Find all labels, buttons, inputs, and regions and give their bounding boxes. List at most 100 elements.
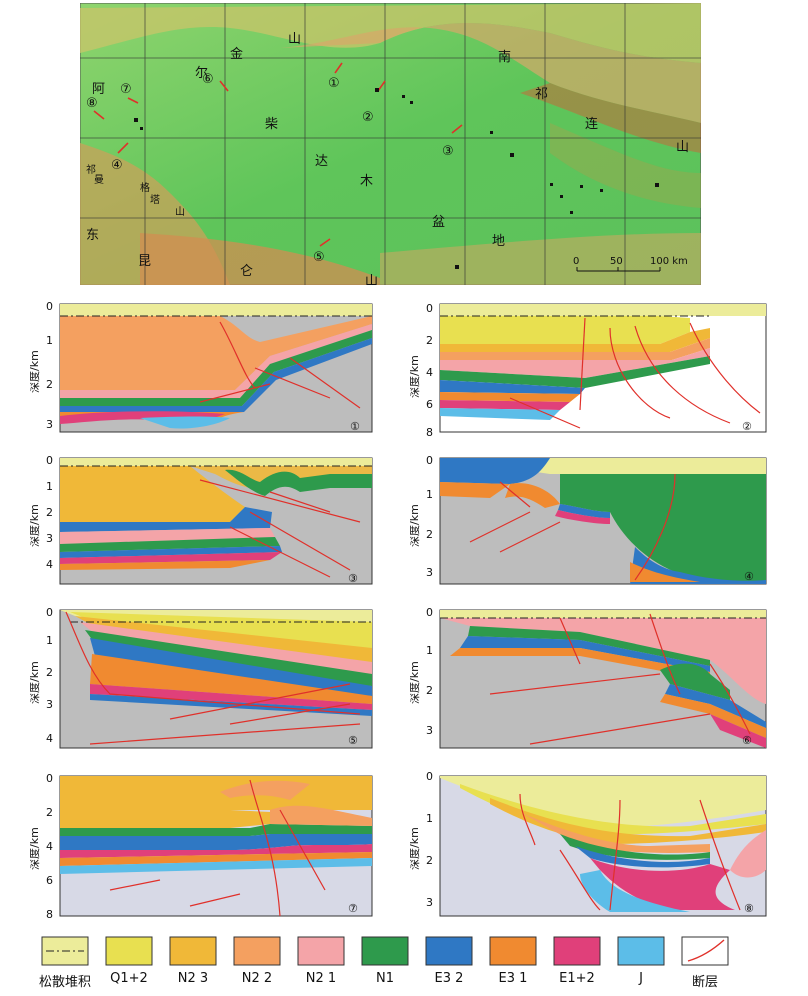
section-7-svg: 0 2 4 6 8 ⑦ 深度/km <box>27 772 373 921</box>
map-label-14: 昆 <box>138 254 151 269</box>
section-4-tick-1: 1 <box>426 488 433 501</box>
section-8-tick-0: 0 <box>426 770 433 783</box>
map-label-21: 山 <box>175 206 185 218</box>
section-6-axis-title: 深度/km <box>410 661 421 704</box>
map-label-12: 山 <box>676 140 689 155</box>
section-8-tick-1: 1 <box>426 812 433 825</box>
map-label-10: 祁 <box>535 87 548 102</box>
legend: 松散堆积 Q1+2 N2 3 N2 2 N2 1 N1 E3 2 E3 1 E1+2 J 断层 <box>32 935 792 990</box>
section-3-axis-title: 深度/km <box>30 504 41 547</box>
legend-swatches <box>41 936 729 966</box>
section-2-tick-0: 0 <box>426 302 433 315</box>
section-8-id: ⑧ <box>744 902 754 915</box>
legend-swatch-3 <box>233 936 281 966</box>
section-3-tick-0: 0 <box>46 454 53 467</box>
section-7-tick-0: 0 <box>46 772 53 785</box>
map-label-3: 阿 <box>92 82 105 97</box>
section-5-tick-4: 4 <box>46 732 53 745</box>
section-6-panel: 0 1 2 3 ⑥ 深度/km <box>407 604 770 754</box>
section-3-tick-4: 4 <box>46 558 53 571</box>
scale-mid: 50 <box>610 256 623 267</box>
section-6-tick-3: 3 <box>426 724 433 737</box>
map-marker-0: ① <box>328 76 340 91</box>
section-5-tick-0: 0 <box>46 606 53 619</box>
scale-end: 100 km <box>650 256 688 267</box>
section-3-id: ③ <box>348 572 358 585</box>
section-7-axis-title: 深度/km <box>30 827 41 870</box>
section-3-tick-1: 1 <box>46 480 53 493</box>
map-label-18: 曼 <box>94 174 104 186</box>
section-7-panel: 0 2 4 6 8 ⑦ 深度/km <box>27 770 378 922</box>
map-marker-4: ⑤ <box>313 250 325 265</box>
section-3-svg: 0 1 2 3 4 ③ 深度/km <box>27 454 373 585</box>
section-5-id: ⑤ <box>348 734 358 747</box>
map-label-15: 仑 <box>240 264 253 279</box>
section-4-svg: 0 1 2 3 ④ 深度/km <box>407 454 767 585</box>
section-1-axis-title: 深度/km <box>30 350 41 393</box>
map-marker-6: ⑦ <box>120 82 132 97</box>
section-6-tick-2: 2 <box>426 684 433 697</box>
section-4-tick-3: 3 <box>426 566 433 579</box>
section-8-svg: 0 1 2 3 ⑧ 深度/km <box>407 770 767 917</box>
section-4-tick-2: 2 <box>426 528 433 541</box>
map-label-1: 金 <box>230 46 243 62</box>
section-2-axis-title: 深度/km <box>410 355 421 398</box>
section-8-axis-title: 深度/km <box>410 827 421 870</box>
section-8-tick-2: 2 <box>426 854 433 867</box>
map-label-13: 东 <box>86 228 99 243</box>
section-6-id: ⑥ <box>742 734 752 747</box>
map-label-9: 南 <box>498 49 511 65</box>
legend-swatch-6 <box>425 936 473 966</box>
section-2-tick-1: 2 <box>426 334 433 347</box>
section-3-tick-3: 3 <box>46 532 53 545</box>
section-2-tick-2: 4 <box>426 366 433 379</box>
section-4-tick-0: 0 <box>426 454 433 467</box>
section-1-panel: 0 1 2 3 ① 深度/km <box>27 298 378 440</box>
legend-swatch-1 <box>105 936 153 966</box>
basin-map: 山 金 尔 阿 柴 达 木 盆 地 南 祁 连 山 东 昆 仑 山 祁 曼 塔 … <box>79 2 702 289</box>
legend-swatch-4 <box>297 936 345 966</box>
section-1-svg: 0 1 2 3 ① 深度/km <box>27 300 373 433</box>
section-7-tick-2: 4 <box>46 840 53 853</box>
legend-swatch-7 <box>489 936 537 966</box>
section-6-svg: 0 1 2 3 ⑥ 深度/km <box>407 606 767 749</box>
legend-swatch-5 <box>361 936 409 966</box>
section-7-tick-4: 8 <box>46 908 53 921</box>
legend-swatch-2 <box>169 936 217 966</box>
legend-label-6: E3 2 <box>434 971 464 986</box>
legend-label-1: Q1+2 <box>110 971 148 986</box>
section-4-panel: 0 1 2 3 ④ 深度/km <box>407 452 770 592</box>
legend-label-10: 断层 <box>691 975 718 990</box>
section-6-tick-0: 0 <box>426 606 433 619</box>
legend-label-4: N2 1 <box>305 971 337 986</box>
section-1-tick-3: 3 <box>46 418 53 431</box>
section-3-tick-2: 2 <box>46 506 53 519</box>
map-marker-1: ② <box>362 110 374 125</box>
legend-label-3: N2 2 <box>241 971 273 986</box>
section-6-tick-1: 1 <box>426 644 433 657</box>
section-7-tick-1: 2 <box>46 806 53 819</box>
legend-swatch-8 <box>553 936 601 966</box>
legend-label-7: E3 1 <box>498 971 528 986</box>
section-8-tick-3: 3 <box>426 896 433 909</box>
section-5-axis-title: 深度/km <box>30 661 41 704</box>
map-label-17: 祁 <box>86 163 96 176</box>
section-5-svg: 0 1 2 3 4 ⑤ 深度/km <box>27 606 373 749</box>
section-2-id: ② <box>742 420 752 433</box>
section-5-tick-3: 3 <box>46 698 53 711</box>
section-5-tick-2: 2 <box>46 666 53 679</box>
section-2-svg: 0 2 4 6 8 ② 深度/km <box>407 302 767 439</box>
section-2-tick-4: 8 <box>426 426 433 439</box>
map-label-5: 达 <box>315 154 328 169</box>
scale-zero: 0 <box>573 256 579 267</box>
map-marker-5: ⑥ <box>202 72 214 87</box>
section-4-id: ④ <box>744 570 754 583</box>
legend-fault-line <box>687 939 725 962</box>
map-marker-2: ③ <box>442 144 454 159</box>
section-1-id: ① <box>350 420 360 433</box>
section-1-tick-2: 2 <box>46 378 53 391</box>
section-1-tick-1: 1 <box>46 334 53 347</box>
map-label-20: 格 <box>140 181 150 194</box>
legend-label-5: N1 <box>376 971 394 986</box>
map-label-2: 尔 <box>195 66 208 81</box>
